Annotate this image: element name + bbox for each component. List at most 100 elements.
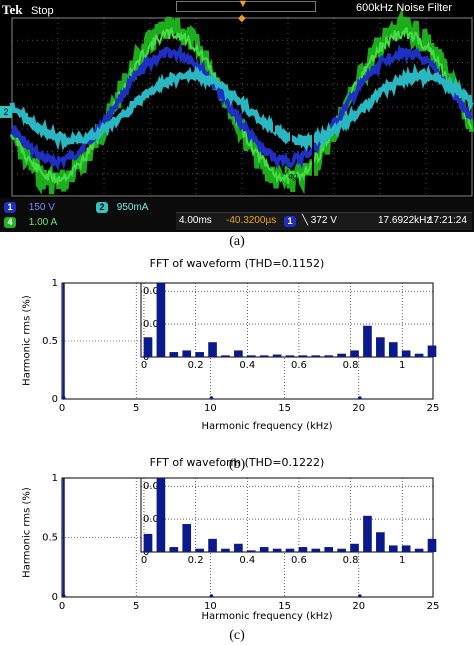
caption-c: (c) [229, 628, 245, 643]
inset-bar [285, 355, 295, 357]
inset-x-tick-label: 0.2 [188, 360, 204, 371]
inset-bar [246, 355, 256, 357]
main-spike-dot [209, 594, 214, 598]
arrow-ia-head [309, 104, 317, 112]
inset-bar [285, 548, 295, 552]
fft-b-ylabel: Harmonic rms (%) [21, 295, 33, 386]
fft-c-xlabel: Harmonic frequency (kHz) [201, 611, 333, 622]
y-tick-label: 0 [52, 394, 58, 405]
x-tick-label: 10 [204, 601, 217, 612]
clock: 17:21:24 [428, 215, 467, 226]
arrow-iag-head [270, 84, 278, 92]
inset-bar [143, 533, 153, 552]
inset-bar [311, 548, 321, 552]
arrow-vag-head [287, 86, 295, 94]
trigger-ch-badge: 1 [284, 216, 296, 227]
x-tick-label: 5 [133, 601, 139, 612]
inset-bar [208, 538, 217, 552]
main-spike-dot [358, 594, 362, 598]
inset-bar [208, 342, 217, 357]
x-tick-label: 20 [352, 601, 365, 612]
ch1-scale: 150 V [28, 202, 55, 213]
inset-x-tick-label: 0.8 [343, 360, 359, 371]
x-tick-label: 25 [427, 601, 440, 612]
inset-x-tick-label: 0.4 [239, 360, 255, 371]
inset-bar [350, 543, 359, 552]
x-tick-label: 0 [59, 403, 65, 414]
label-vag: vag [283, 164, 298, 181]
inset-bar [182, 350, 192, 357]
inset-y-tick-label: 0.04 [143, 286, 165, 297]
x-tick-label: 5 [133, 403, 139, 414]
inset-bar [337, 353, 346, 357]
x-tick-label: 20 [352, 403, 365, 414]
inset-x-tick-label: 0.4 [239, 555, 255, 566]
fft-c-ylabel: Harmonic rms (%) [21, 487, 33, 578]
scope-waveforms [9, 7, 474, 197]
frequency-readout: 17.6922kHz [378, 215, 432, 226]
inset-bar [350, 350, 359, 357]
trigger-offset: -40.3200µs [226, 215, 277, 226]
ch2-readout: 2 950mA [96, 202, 148, 213]
inset-y-tick-label: 0.04 [143, 481, 165, 492]
inset-bar [221, 548, 230, 552]
noise-filter-label: 600kHz Noise Filter [356, 2, 452, 14]
inset-bar [195, 548, 204, 552]
inset-y-tick-label: 0.02 [143, 319, 165, 330]
ch2-ground-marker: 2 [0, 106, 12, 118]
inset-bar [376, 337, 385, 357]
x-tick-label: 10 [204, 403, 217, 414]
oscilloscope-screen: Tek Stop ▼ ◆ 600kHz Noise Filter 2 1 150… [0, 0, 474, 232]
y-tick-label: 0 [52, 592, 58, 603]
label-iag: iag [264, 134, 277, 151]
timebase-panel: 4.00ms -40.3200µs 1 ╲ 372 V 17.6922kHz 1… [176, 212, 472, 230]
scope-header: Tek Stop [2, 1, 54, 19]
ch2-scale: 950mA [116, 202, 149, 213]
inset-bar [259, 547, 269, 552]
inset-x-tick-label: 0.2 [188, 555, 204, 566]
inset-x-tick-label: 1 [399, 555, 405, 566]
inset-bar [259, 355, 269, 357]
inset-bar [156, 283, 166, 357]
y-tick-label: 0.5 [42, 336, 58, 347]
fft-b-xlabel: Harmonic frequency (kHz) [201, 421, 333, 432]
main-spike-dot [209, 396, 214, 400]
y-tick-label: 1 [52, 473, 58, 484]
inset-bar [169, 547, 179, 552]
inset-bar [388, 545, 398, 552]
label-ia: ia [305, 181, 313, 198]
inset-bar [156, 478, 166, 552]
caption-a: (a) [229, 234, 245, 249]
inset-bar [324, 355, 334, 357]
inset-bar [234, 350, 243, 357]
ch2-current-ia-trace [9, 63, 474, 152]
inset-x-tick-label: 0 [141, 555, 147, 566]
inset-bar [388, 342, 398, 357]
ch1-badge: 1 [4, 202, 16, 213]
trigger-point-icon: ◆ [238, 13, 246, 24]
x-tick-label: 15 [278, 403, 291, 414]
inset-bar [337, 548, 346, 552]
ch1-voltage-vag-trace [10, 43, 473, 173]
inset-bar [298, 355, 308, 357]
trigger-position-marker: ▼ [237, 0, 249, 10]
main-spike-dot [358, 396, 362, 400]
run-state: Stop [30, 5, 54, 17]
ch2-badge: 2 [96, 202, 108, 213]
inset-x-tick-label: 1 [399, 360, 405, 371]
inset-bar [246, 550, 256, 552]
trigger-level: ╲ 372 V [302, 215, 337, 226]
main-spike-dot [61, 396, 66, 400]
inset-bar [363, 325, 372, 357]
inset-bar [182, 524, 192, 552]
record-bar: ▼ [176, 0, 316, 12]
ch4-badge: 4 [4, 217, 16, 228]
inset-bar [401, 545, 411, 552]
inset-bar [414, 548, 424, 552]
ch4-scale: 1.00 A [28, 217, 58, 228]
inset-x-tick-label: 0.6 [291, 360, 307, 371]
inset-bar [272, 548, 282, 552]
x-tick-label: 25 [427, 403, 440, 414]
inset-bar [169, 352, 179, 357]
